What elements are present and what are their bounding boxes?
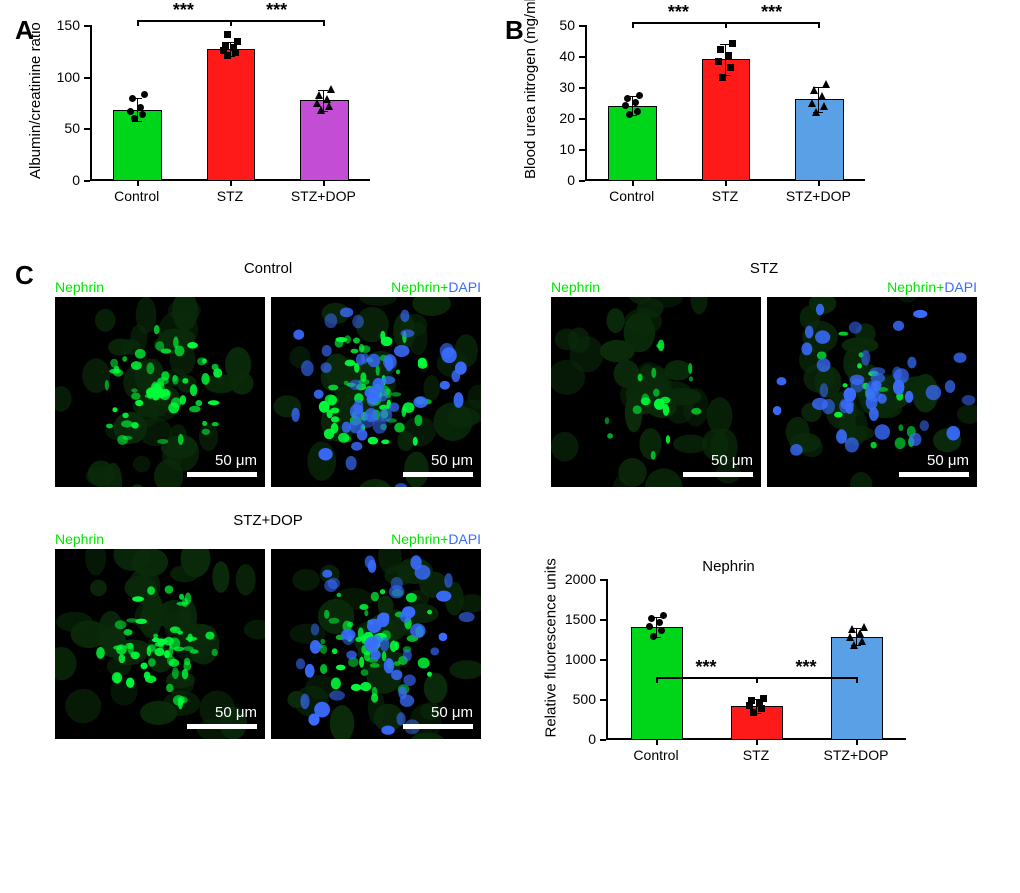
micrograph-group-stz: STZ Nephrin Nephrin+DAPI 50 μm 50 μm	[551, 260, 977, 487]
ytick-label: 500	[556, 691, 596, 707]
panel-b-chart: 01020304050Blood urea nitrogen (mg/ml)Co…	[585, 25, 865, 180]
scalebar-label: 50 μm	[431, 704, 473, 721]
channel-label-merge: Nephrin+DAPI	[887, 279, 977, 295]
significance-stars: ***	[691, 657, 721, 678]
ytick-label: 20	[535, 110, 575, 126]
xtick-label: STZ+DOP	[778, 188, 858, 204]
scalebar-label: 50 μm	[431, 452, 473, 469]
bar	[631, 627, 683, 740]
channel-label-nephrin: Nephrin	[55, 279, 104, 295]
channel-label-nephrin: Nephrin	[55, 531, 104, 547]
xtick-label: STZ	[685, 188, 765, 204]
ytick-label: 0	[40, 172, 80, 188]
micrograph-title: STZ	[551, 260, 977, 277]
micrograph-image: 50 μm	[55, 549, 265, 739]
micrograph-image: 50 μm	[551, 297, 761, 487]
micrograph-group-stzdop: STZ+DOP Nephrin Nephrin+DAPI 50 μm 50 μm	[55, 512, 481, 739]
xtick-label: Control	[616, 747, 696, 763]
micrograph-title: STZ+DOP	[55, 512, 481, 529]
scalebar-label: 50 μm	[711, 452, 753, 469]
xtick-label: STZ	[190, 188, 270, 204]
xtick-label: Control	[592, 188, 672, 204]
ytick-label: 150	[40, 17, 80, 33]
ytick-label: 50	[40, 120, 80, 136]
xtick-label: Control	[97, 188, 177, 204]
channel-label-merge: Nephrin+DAPI	[391, 279, 481, 295]
scalebar	[187, 724, 257, 729]
y-axis-label: Blood urea nitrogen (mg/ml)	[522, 24, 539, 179]
panel-c-label: C	[15, 260, 34, 291]
significance-stars: ***	[262, 0, 292, 21]
nephrin-chart-title: Nephrin	[551, 558, 906, 575]
micrograph-image: 50 μm	[767, 297, 977, 487]
scalebar	[403, 472, 473, 477]
ytick-label: 30	[535, 79, 575, 95]
ytick-label: 1000	[556, 651, 596, 667]
ytick-label: 40	[535, 48, 575, 64]
xtick-label: STZ+DOP	[816, 747, 896, 763]
y-axis-label: Albumin/creatinine ratio	[27, 24, 44, 179]
ytick-label: 0	[535, 172, 575, 188]
significance-stars: ***	[168, 0, 198, 21]
ytick-label: 1500	[556, 611, 596, 627]
significance-stars: ***	[663, 2, 693, 23]
ytick-label: 50	[535, 17, 575, 33]
y-axis-label: Relative fluorescence units	[543, 578, 560, 738]
scalebar-label: 50 μm	[927, 452, 969, 469]
significance-stars: ***	[757, 2, 787, 23]
xtick-label: STZ	[716, 747, 796, 763]
ytick-label: 100	[40, 69, 80, 85]
panel-a-chart: 050100150Albumin/creatinine ratioControl…	[90, 25, 370, 180]
channel-label-merge: Nephrin+DAPI	[391, 531, 481, 547]
scalebar	[187, 472, 257, 477]
xtick-label: STZ+DOP	[283, 188, 363, 204]
significance-stars: ***	[791, 657, 821, 678]
micrograph-image: 50 μm	[55, 297, 265, 487]
panel-c-chart: 0500100015002000Relative fluorescence un…	[606, 579, 906, 739]
scalebar	[683, 472, 753, 477]
bar	[731, 706, 783, 740]
bar	[608, 106, 657, 181]
scalebar-label: 50 μm	[215, 452, 257, 469]
ytick-label: 10	[535, 141, 575, 157]
scalebar	[403, 724, 473, 729]
scalebar	[899, 472, 969, 477]
panel-b-label: B	[505, 15, 524, 46]
channel-label-nephrin: Nephrin	[551, 279, 600, 295]
micrograph-group-control: Control Nephrin Nephrin+DAPI 50 μm 50 μm	[55, 260, 481, 487]
bar	[831, 637, 883, 740]
ytick-label: 2000	[556, 571, 596, 587]
ytick-label: 0	[556, 731, 596, 747]
micrograph-image: 50 μm	[271, 297, 481, 487]
bar	[207, 49, 256, 181]
scalebar-label: 50 μm	[215, 704, 257, 721]
micrograph-title: Control	[55, 260, 481, 277]
figure-root: A 050100150Albumin/creatinine ratioContr…	[15, 15, 1005, 739]
micrograph-image: 50 μm	[271, 549, 481, 739]
